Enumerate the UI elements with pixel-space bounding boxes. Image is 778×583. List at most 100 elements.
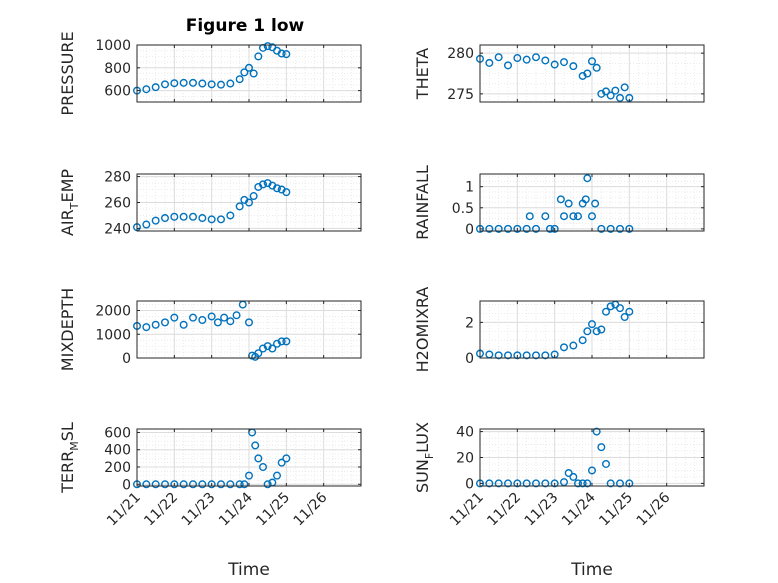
y-axis-label: MIXDEPTH (58, 288, 77, 371)
data-point (625, 479, 634, 488)
y-tick-label: 1 (465, 180, 474, 196)
data-point (578, 479, 587, 488)
data-point (207, 215, 216, 224)
data-point (602, 87, 611, 96)
x-axis-label: Time (227, 560, 270, 580)
data-point (170, 212, 179, 221)
data-point (494, 351, 503, 360)
y-tick-label: 280 (447, 46, 474, 62)
data-point (583, 479, 592, 488)
data-point (602, 307, 611, 316)
data-point (525, 212, 534, 221)
data-point (494, 224, 503, 233)
y-tick-label: 0 (122, 351, 131, 367)
data-point (532, 224, 541, 233)
data-point (602, 459, 611, 468)
data-point (226, 317, 235, 326)
data-point (597, 224, 606, 233)
data-point (226, 480, 235, 489)
data-point (216, 215, 225, 224)
data-point (277, 49, 286, 58)
data-point (597, 325, 606, 334)
data-point (142, 480, 151, 489)
data-point (574, 479, 583, 488)
y-axis-label: SUNFLUX (413, 422, 436, 493)
data-point (198, 316, 207, 325)
data-point (569, 62, 578, 71)
data-point (207, 312, 216, 321)
data-point (142, 323, 151, 332)
data-point (513, 54, 522, 63)
data-point (254, 349, 263, 358)
y-tick-label: 260 (104, 196, 131, 212)
subplot-rainfall: 0 0.5 1 RAINFALL (413, 165, 705, 240)
data-point (282, 454, 291, 463)
y-tick-label: 0 (122, 477, 131, 493)
y-tick-label: 280 (104, 170, 131, 186)
data-point (532, 351, 541, 360)
data-point (232, 311, 241, 320)
data-point (244, 471, 253, 480)
data-point (179, 320, 188, 329)
subplot-theta: 275 280 THETA (413, 44, 705, 103)
data-point (504, 61, 513, 70)
y-tick-label: 800 (104, 61, 131, 77)
y-tick-label: 0 (465, 351, 474, 367)
data-point (574, 212, 583, 221)
data-point (485, 479, 494, 488)
data-point (569, 472, 578, 481)
subplot-h2omixra: 0 2 H2OMIXRA (413, 287, 705, 372)
data-point (188, 78, 197, 87)
data-point (592, 63, 601, 72)
y-tick-label: 1000 (95, 38, 131, 54)
data-point (541, 212, 550, 221)
data-point (160, 480, 169, 489)
data-point (616, 304, 625, 313)
y-tick-label: 20 (456, 451, 474, 467)
data-point (564, 469, 573, 478)
data-point (588, 466, 597, 475)
x-axis-label: Time (570, 560, 613, 580)
subplot-pressure: 600 800 1000 PRESSURE (58, 31, 362, 116)
data-point (522, 224, 531, 233)
data-point (213, 318, 222, 327)
y-tick-label: 1000 (95, 327, 131, 343)
figure-title: Figure 1 low (186, 16, 305, 36)
data-point (606, 302, 615, 311)
data-point (504, 351, 513, 360)
y-axis-label: AIRTEMP (58, 169, 81, 236)
data-point (142, 85, 151, 94)
data-point (541, 351, 550, 360)
data-point (259, 180, 268, 189)
y-tick-label: 400 (104, 443, 131, 459)
data-point (583, 174, 592, 183)
y-tick-label: 40 (456, 425, 474, 441)
data-point (550, 60, 559, 69)
data-point (625, 224, 634, 233)
data-point (170, 79, 179, 88)
data-point (494, 479, 503, 488)
data-point (240, 480, 249, 489)
data-point (522, 479, 531, 488)
data-point (560, 343, 569, 352)
data-point (560, 58, 569, 67)
data-point (273, 184, 282, 193)
data-point (249, 192, 258, 201)
data-point (591, 199, 600, 208)
data-point (263, 480, 272, 489)
y-tick-label: 275 (447, 87, 474, 103)
data-point (282, 188, 291, 197)
data-point (216, 480, 225, 489)
data-point (569, 212, 578, 221)
data-point (226, 79, 235, 88)
data-point (179, 480, 188, 489)
y-tick-label: 0.5 (452, 201, 474, 217)
data-point (282, 337, 291, 346)
y-tick-label: 600 (104, 425, 131, 441)
data-point (597, 443, 606, 452)
data-point (268, 344, 277, 353)
data-point (620, 313, 629, 322)
data-point (160, 318, 169, 327)
data-point (541, 56, 550, 65)
